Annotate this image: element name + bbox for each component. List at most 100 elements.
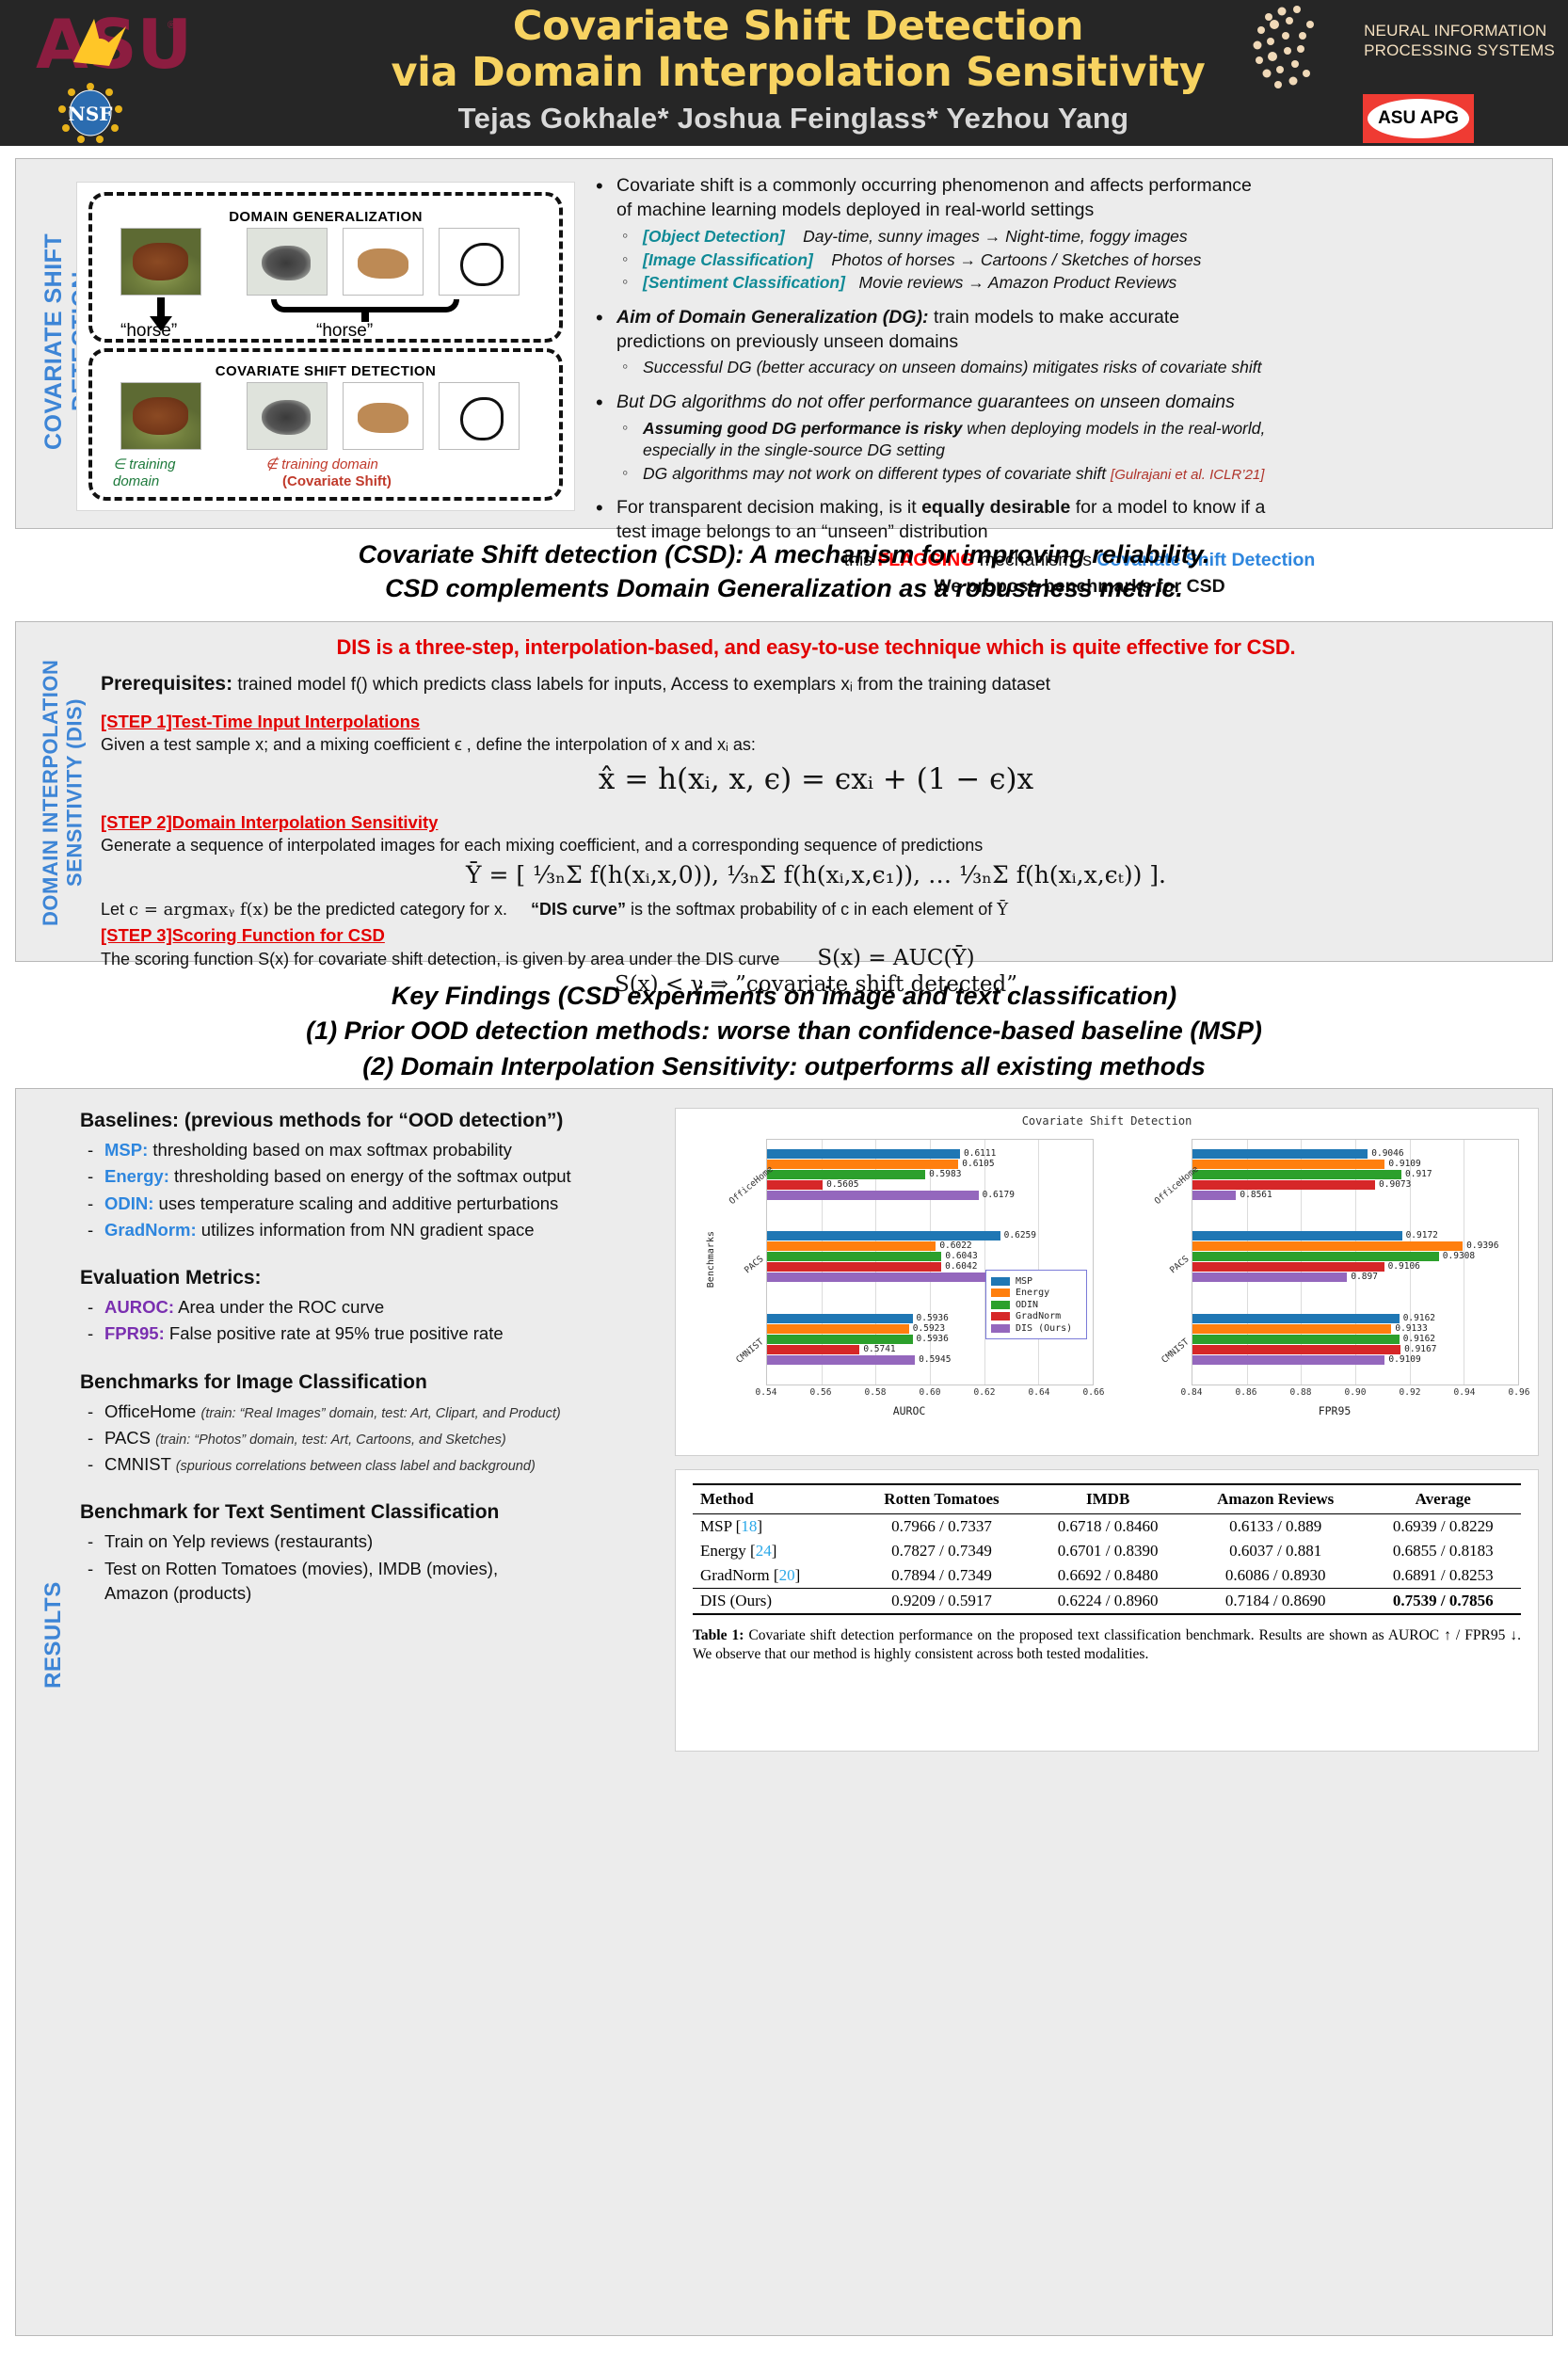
table-caption-label: Table 1: [693,1627,744,1643]
risk-bold: Assuming good DG performance is risky [643,418,963,438]
key-findings-block: Key Findings (CSD experiments on image a… [0,979,1568,1084]
gridline [1409,1140,1411,1385]
let-post: is the softmax probability of c in each … [626,900,998,919]
bullet-transparent: For transparent decision making, is it e… [592,494,1543,600]
table-row: DIS (Ours) 0.9209 / 0.5917 0.6224 / 0.8960… [693,1588,1521,1614]
cell-value: 0.7827 / 0.7349 [891,1542,992,1560]
x-tick-label: 0.86 [1235,1387,1257,1398]
aim-dg-bold: Aim of Domain Generalization (DG): [616,306,929,328]
section2-side-label: DOMAIN INTERPOLATION SENSITIVITY (DIS) [39,659,87,926]
baseline-energy-desc: thresholding based on energy of the soft… [168,1166,571,1187]
step1-text: Given a test sample x; and a mixing coef… [101,735,756,754]
flagging-word: FLAGGING [877,549,975,570]
dis-curve-term: “DIS curve” [530,900,627,919]
cell-method: Energy [24] [700,1542,777,1560]
dg-label-left: “horse” [120,321,178,341]
dg-arrow-head [150,316,172,331]
x-tick-label: 0.66 [1082,1387,1105,1398]
gridline [875,1140,877,1385]
section1-bullets: Covariate shift is a commonly occurring … [592,172,1543,606]
gridline [1038,1140,1040,1385]
let-pre: Let [101,900,130,919]
dg-label-right: “horse” [316,321,374,341]
tag-object-detection: [Object Detection] [643,226,785,246]
cell-value: 0.6701 / 0.8390 [1057,1542,1159,1560]
col-imdb: IMDB [1086,1490,1130,1508]
category-label: CMNIST [1160,1336,1192,1366]
chart-title: Covariate Shift Detection [1021,1114,1192,1128]
prereq-text: trained model f() which predicts class l… [232,675,1050,695]
gridline [821,1140,823,1385]
benchmarks-heading: Benchmarks for Image Classification [80,1370,427,1393]
aim-dg-rest: train models to make accurate [928,306,1180,328]
bar [1192,1170,1402,1179]
bar-value-label: 0.9162 [1402,1312,1436,1323]
cell-value: 0.6855 / 0.8183 [1392,1542,1494,1560]
legend-label: MSP [1016,1275,1033,1287]
benchmarks-list: OfficeHome (train: “Real Images” domain,… [80,1400,654,1478]
bar-value-label: 0.5936 [916,1333,949,1344]
nsf-logo: NSF [58,83,122,143]
b1-line1: Covariate shift is a commonly occurring … [616,175,1252,196]
gridline [1301,1140,1303,1385]
poster-title-line2: via Domain Interpolation Sensitivity [391,49,1206,97]
baseline-energy: Energy: thresholding based on energy of … [80,1164,654,1190]
bar [1192,1191,1237,1200]
baseline-gradnorm-desc: utilizes information from NN gradient sp… [196,1219,535,1240]
benchmark-officehome-name: OfficeHome [104,1401,197,1421]
x-tick-label: 0.94 [1453,1387,1476,1398]
risk-rest: when deploying models in the real-world, [962,418,1266,438]
let-mid: be the predicted category for x. [268,900,507,919]
aim-dg-line2: predictions on previously unseen domains [616,330,959,352]
equally-desirable: equally desirable [921,496,1071,518]
cell-value: 0.7894 / 0.7349 [891,1566,992,1584]
legend-item: Energy [991,1288,1081,1298]
step2-text: Generate a sequence of interpolated imag… [101,836,984,855]
neurips-line2: PROCESSING SYSTEMS [1364,41,1555,60]
baseline-msp-name: MSP: [104,1140,149,1160]
bar-value-label: 0.8561 [1240,1190,1272,1200]
baselines-list: MSP: thresholding based on max softmax p… [80,1138,654,1242]
equation-dis-sequence: Ȳ = [ ⅓ₙΣ f(h(xᵢ,x,0)), ⅓ₙΣ f(h(xᵢ,x,ϵ₁… [466,861,1166,888]
table-caption: Table 1: Covariate shift detection perfo… [693,1626,1521,1665]
metrics-list: AUROC: Area under the ROC curve FPR95: F… [80,1295,654,1347]
bar [767,1313,913,1323]
col-amazon-reviews: Amazon Reviews [1217,1490,1335,1508]
let-equation: c = argmaxᵧ f(x) [129,900,269,920]
step3-heading: [STEP 3]Scoring Function for CSD [101,925,385,945]
benchmark-pacs-name: PACS [104,1427,152,1448]
author-list: Tejas Gokhale* Joshua Feinglass* Yezhou … [457,102,1129,135]
x-tick-label: 0.54 [755,1387,777,1398]
bar-value-label: 0.9073 [1379,1179,1412,1190]
category-label: PACS [742,1254,766,1276]
out-domain-label2: (Covariate Shift) [282,473,392,489]
legend-swatch [991,1323,1010,1333]
section-results: RESULTS Baselines: (previous methods for… [15,1088,1553,2336]
bar [767,1334,913,1344]
csd-caption: COVARIATE SHIFT DETECTION [215,363,437,379]
legend-item: GradNorm [991,1311,1081,1321]
bar-value-label: 0.9133 [1395,1322,1428,1334]
step3-row: The scoring function S(x) for covariate … [101,946,1531,970]
legend-item: ODIN [991,1300,1081,1310]
cell-value: 0.6939 / 0.8229 [1392,1517,1494,1535]
bar [1192,1323,1392,1334]
example-sentiment-classification: [Sentiment Classification] Movie reviews… [616,271,1543,294]
cell-value: 0.6891 / 0.8253 [1392,1566,1494,1584]
bar-value-label: 0.6111 [964,1148,997,1159]
csd-box [88,348,563,501]
asu-apg-label: ASU APG [1368,99,1469,138]
bar [767,1252,942,1262]
asu-apg-logo: ASU APG [1363,94,1474,143]
cell-value: 0.6718 / 0.8460 [1057,1517,1159,1535]
cell-value: 0.7966 / 0.7337 [891,1517,992,1535]
csd-horse-cartoon-thumb [343,382,424,450]
horse-photo-thumb [120,228,201,296]
bar [1192,1262,1384,1273]
domain-generalization-box [88,192,563,343]
baseline-gradnorm: GradNorm: utilizes information from NN g… [80,1218,654,1243]
baseline-gradnorm-name: GradNorm: [104,1219,197,1240]
metric-fpr95-name: FPR95: [104,1323,165,1344]
cell-value: 0.6224 / 0.8960 [1057,1592,1159,1609]
bar [1192,1149,1368,1159]
